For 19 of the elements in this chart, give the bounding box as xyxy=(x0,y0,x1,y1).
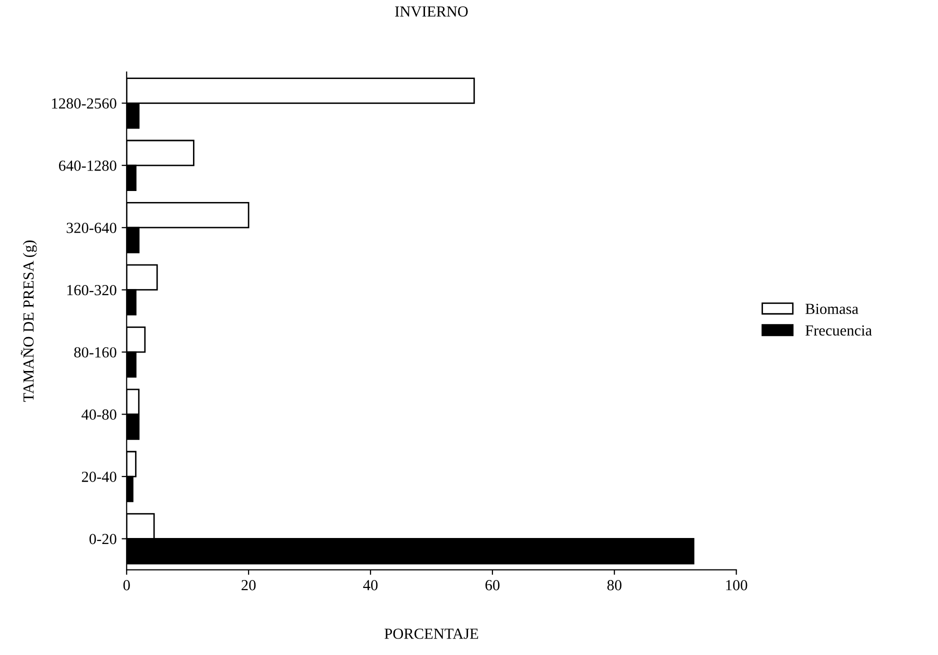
y-axis-title: TAMAÑO DE PRESA (g) xyxy=(20,240,37,402)
legend-label: Biomasa xyxy=(805,304,858,314)
y-tick-label: 640-1280 xyxy=(59,160,116,171)
legend-label: Frecuencia xyxy=(805,325,872,336)
y-tick-label: 320-640 xyxy=(66,222,116,234)
x-tick-label: 0 xyxy=(123,580,130,590)
y-tick-label: 0-20 xyxy=(89,534,116,544)
y-tick-label: 20-40 xyxy=(82,472,116,482)
y-tick-label: 40-80 xyxy=(82,409,116,420)
x-axis-title: PORCENTAJE xyxy=(384,628,478,639)
x-tick-label: 100 xyxy=(726,580,748,590)
y-tick-label: 160-320 xyxy=(67,284,116,296)
chart-title: INVIERNO xyxy=(395,6,468,17)
y-tick-label: 1280-2560 xyxy=(52,98,116,109)
x-tick-label: 40 xyxy=(363,580,378,590)
x-tick-label: 60 xyxy=(485,580,500,590)
x-tick-label: 20 xyxy=(242,580,256,590)
x-tick-label: 80 xyxy=(607,580,622,590)
y-tick-label: 80-160 xyxy=(74,347,116,358)
